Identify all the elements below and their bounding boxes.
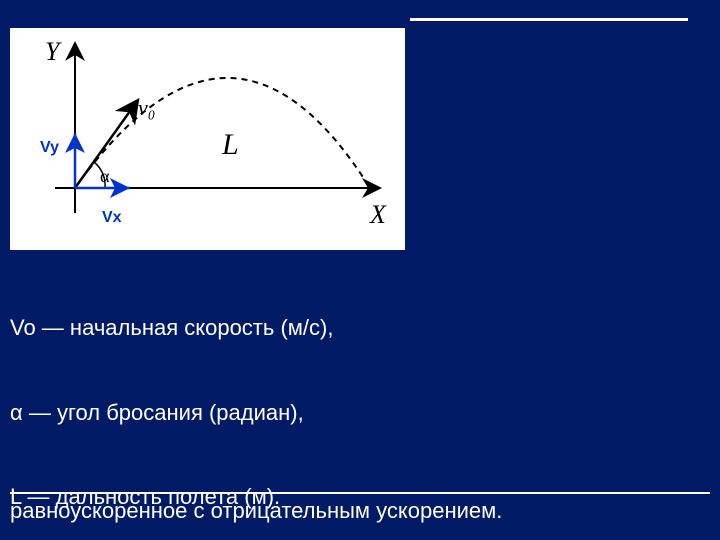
- line-2: α — угол бросания (радиан),: [10, 399, 710, 427]
- label-y: Y: [45, 37, 62, 66]
- final-line: равноускоренное с отрицательным ускорени…: [10, 498, 502, 524]
- label-vx: Vx: [102, 209, 122, 226]
- label-v0: v₀: [138, 95, 155, 120]
- label-L: L: [221, 128, 239, 161]
- label-vy: Vy: [40, 139, 59, 156]
- trajectory-svg: Y X v₀ L α Vy Vx: [10, 28, 405, 250]
- trajectory-diagram: Y X v₀ L α Vy Vx: [10, 28, 405, 250]
- line-1: Vo — начальная скорость (м/с),: [10, 314, 710, 342]
- bottom-rule: [10, 492, 710, 494]
- label-alpha: α: [100, 166, 110, 186]
- title-underline: [410, 18, 688, 21]
- slide: Y X v₀ L α Vy Vx Vo — начальная скорость…: [0, 0, 720, 540]
- label-x: X: [369, 200, 387, 229]
